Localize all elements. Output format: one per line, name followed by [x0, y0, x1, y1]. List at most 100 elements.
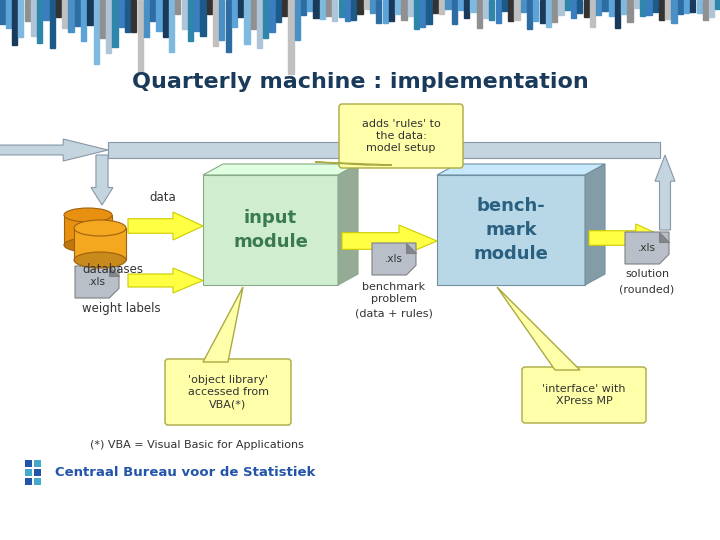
Bar — [112, 0, 117, 47]
Text: 'object library'
accessed from
VBA(*): 'object library' accessed from VBA(*) — [187, 375, 269, 409]
Bar — [559, 0, 564, 15]
Bar — [313, 0, 319, 18]
Bar — [502, 0, 507, 11]
Bar — [351, 0, 356, 20]
Bar — [131, 0, 137, 32]
Bar — [408, 0, 413, 16]
Bar — [577, 0, 582, 13]
Polygon shape — [437, 164, 605, 175]
Bar — [75, 0, 80, 25]
Bar — [194, 0, 199, 31]
Ellipse shape — [74, 220, 126, 236]
Text: .xls: .xls — [88, 277, 106, 287]
Bar — [24, 0, 30, 21]
Bar — [282, 0, 287, 16]
Bar — [50, 0, 55, 48]
Bar — [25, 469, 32, 476]
Bar — [37, 0, 42, 43]
Bar — [34, 478, 41, 485]
Bar — [125, 0, 130, 32]
Bar — [437, 175, 585, 285]
Bar — [0, 0, 4, 24]
Bar — [640, 0, 645, 16]
Polygon shape — [203, 164, 358, 175]
Bar — [25, 478, 32, 485]
Bar — [470, 0, 476, 12]
Bar — [34, 469, 41, 476]
Bar — [43, 0, 48, 21]
Bar — [269, 0, 274, 32]
Bar — [62, 0, 68, 28]
Polygon shape — [660, 232, 669, 242]
Bar — [251, 0, 256, 29]
Bar — [608, 0, 614, 16]
Bar — [163, 0, 168, 37]
Polygon shape — [338, 164, 358, 285]
Bar — [690, 0, 696, 12]
Bar — [514, 0, 520, 20]
Bar — [647, 0, 652, 15]
Bar — [257, 0, 262, 48]
Polygon shape — [128, 268, 203, 293]
Bar — [169, 0, 174, 52]
Bar — [156, 0, 161, 31]
Bar — [213, 0, 218, 46]
Bar — [483, 0, 488, 18]
Polygon shape — [109, 266, 119, 276]
Bar — [420, 0, 426, 26]
Text: (rounded): (rounded) — [619, 284, 675, 294]
Bar — [232, 0, 237, 26]
Bar — [108, 144, 660, 156]
Bar — [401, 0, 407, 21]
Bar — [490, 0, 495, 21]
Bar — [583, 0, 589, 17]
Bar — [709, 0, 714, 17]
Bar — [56, 0, 61, 17]
Bar — [665, 0, 670, 19]
Bar — [64, 215, 112, 245]
Bar — [301, 0, 306, 15]
Bar — [332, 0, 338, 21]
Bar — [596, 0, 601, 15]
Bar — [364, 0, 369, 9]
Bar — [68, 0, 73, 32]
Bar — [521, 0, 526, 12]
Bar — [100, 0, 105, 38]
Text: bench-
mark
module: bench- mark module — [474, 198, 549, 262]
Bar — [219, 0, 225, 40]
Polygon shape — [0, 139, 108, 161]
Bar — [571, 0, 576, 18]
Bar — [31, 0, 36, 36]
Bar — [94, 0, 99, 64]
Bar — [207, 0, 212, 14]
Bar — [552, 0, 557, 22]
Text: .xls: .xls — [385, 254, 403, 264]
Bar — [288, 0, 294, 74]
Polygon shape — [406, 243, 416, 253]
Bar — [534, 0, 539, 21]
Polygon shape — [315, 162, 392, 165]
Bar — [200, 0, 206, 36]
Bar — [87, 0, 93, 25]
Text: (*) VBA = Visual Basic for Applications: (*) VBA = Visual Basic for Applications — [90, 440, 304, 450]
Bar — [81, 0, 86, 41]
Ellipse shape — [64, 238, 112, 252]
Bar — [382, 0, 388, 23]
Bar — [357, 0, 363, 14]
Bar — [615, 0, 620, 28]
Bar — [144, 0, 149, 37]
Bar — [621, 0, 626, 14]
Bar — [326, 0, 331, 17]
Polygon shape — [625, 232, 669, 264]
FancyBboxPatch shape — [339, 104, 463, 168]
Bar — [181, 0, 186, 29]
Ellipse shape — [74, 252, 126, 268]
Bar — [703, 0, 708, 21]
Bar — [684, 0, 689, 14]
Text: (data + rules): (data + rules) — [355, 308, 433, 318]
Bar — [446, 0, 451, 9]
Bar — [696, 0, 702, 13]
Bar — [458, 0, 463, 10]
Bar — [464, 0, 469, 18]
FancyBboxPatch shape — [165, 359, 291, 425]
